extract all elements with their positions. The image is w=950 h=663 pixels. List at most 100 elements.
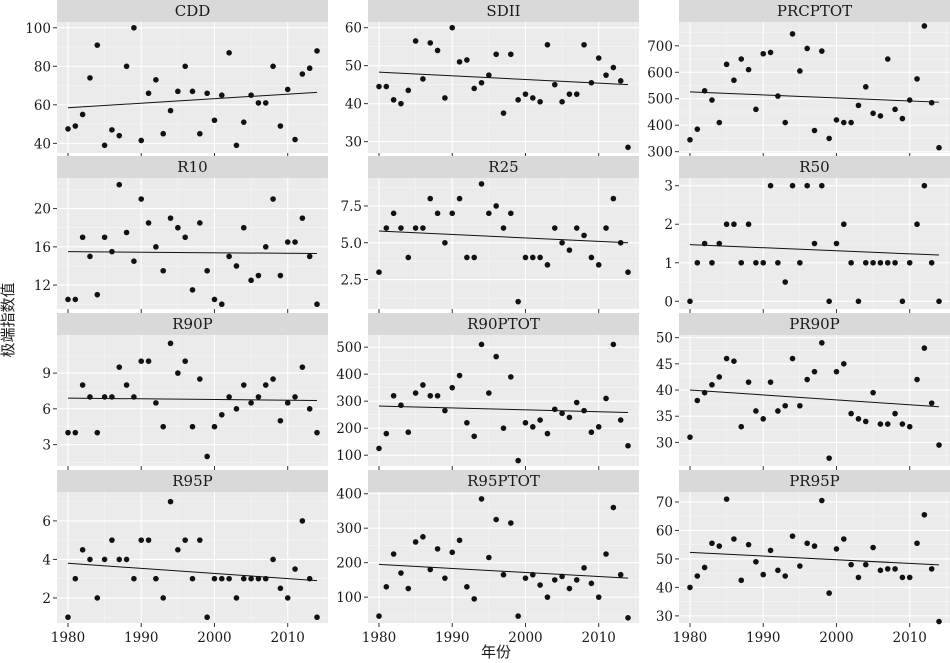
data-point bbox=[464, 584, 470, 590]
trend-line bbox=[689, 244, 940, 256]
data-point bbox=[427, 195, 434, 202]
data-point bbox=[819, 340, 825, 346]
data-point bbox=[398, 570, 404, 576]
data-point bbox=[153, 575, 159, 582]
y-tick-label: 30 bbox=[656, 435, 673, 451]
y-tick-label: 50 bbox=[656, 331, 673, 347]
data-point bbox=[123, 63, 130, 70]
y-tick-label: 40 bbox=[656, 580, 673, 596]
data-point bbox=[182, 234, 188, 241]
data-point bbox=[211, 575, 218, 582]
data-point bbox=[449, 24, 456, 31]
data-point bbox=[72, 575, 79, 582]
data-point bbox=[515, 298, 521, 305]
data-point bbox=[138, 196, 145, 202]
data-point bbox=[160, 267, 167, 274]
data-point bbox=[292, 239, 298, 245]
panel-title: SDII bbox=[486, 2, 520, 20]
data-point bbox=[928, 259, 935, 266]
data-point bbox=[855, 102, 862, 109]
data-point bbox=[306, 575, 313, 582]
data-point bbox=[486, 210, 492, 217]
data-point bbox=[723, 61, 730, 68]
data-point bbox=[811, 240, 818, 247]
data-point bbox=[877, 259, 884, 266]
panel-background bbox=[679, 492, 950, 623]
y-tick-label: 300 bbox=[336, 394, 362, 410]
data-point bbox=[299, 71, 306, 77]
y-tick-label: 2 bbox=[42, 591, 51, 607]
data-point bbox=[478, 79, 485, 86]
data-point bbox=[610, 195, 617, 202]
data-point bbox=[760, 259, 767, 266]
data-point bbox=[420, 382, 426, 388]
data-point bbox=[559, 573, 565, 580]
data-point bbox=[617, 78, 624, 84]
data-point bbox=[694, 126, 701, 132]
y-tick-label: 45 bbox=[656, 357, 673, 373]
panel-strip bbox=[679, 313, 950, 335]
data-point bbox=[603, 395, 609, 402]
data-point bbox=[738, 56, 745, 62]
data-point bbox=[687, 136, 693, 143]
data-point bbox=[617, 239, 624, 246]
data-point bbox=[610, 504, 617, 511]
panel-prcptot: PRCPTOT 300 400 500 600 700 bbox=[647, 0, 950, 161]
y-tick-label: 6 bbox=[42, 514, 51, 530]
data-point bbox=[412, 539, 419, 545]
data-point bbox=[848, 259, 854, 266]
data-point bbox=[559, 98, 565, 105]
data-point bbox=[284, 239, 291, 245]
y-tick-label: 40 bbox=[345, 97, 362, 113]
data-point bbox=[723, 355, 730, 362]
y-tick-label: 40 bbox=[656, 383, 673, 399]
data-point bbox=[197, 376, 203, 382]
y-tick-label: 30 bbox=[345, 135, 362, 151]
data-point bbox=[204, 614, 210, 621]
data-point bbox=[420, 534, 426, 540]
y-tick-label: 80 bbox=[34, 59, 51, 75]
data-point bbox=[262, 575, 269, 582]
x-tick-label: 2010 bbox=[271, 630, 305, 646]
data-point bbox=[625, 442, 631, 449]
data-point bbox=[840, 536, 847, 542]
data-point bbox=[906, 97, 913, 103]
data-point bbox=[478, 341, 485, 348]
y-tick-label: 3 bbox=[42, 438, 51, 454]
panel-r25: R25 2.5 5.0 7.5 bbox=[341, 156, 639, 313]
data-point bbox=[398, 225, 404, 231]
y-tick-label: 3 bbox=[664, 179, 673, 195]
data-point bbox=[833, 546, 840, 552]
data-point bbox=[551, 406, 558, 413]
data-point bbox=[529, 95, 536, 101]
data-point bbox=[833, 117, 840, 123]
panel-strip bbox=[57, 470, 328, 492]
data-point bbox=[775, 259, 781, 266]
data-point bbox=[116, 181, 123, 188]
data-point bbox=[833, 368, 840, 375]
data-point bbox=[87, 253, 93, 260]
data-point bbox=[94, 291, 101, 298]
data-point bbox=[921, 345, 928, 351]
data-point bbox=[716, 119, 723, 126]
data-point bbox=[731, 221, 737, 228]
y-tick-label: 500 bbox=[647, 92, 673, 108]
y-tick-label: 60 bbox=[656, 523, 673, 539]
data-point bbox=[277, 585, 284, 592]
data-point bbox=[471, 85, 478, 92]
panel-background bbox=[368, 22, 639, 153]
x-tick-label: 2010 bbox=[893, 630, 927, 646]
data-point bbox=[603, 551, 609, 557]
data-point bbox=[529, 571, 536, 578]
data-point bbox=[292, 136, 298, 143]
data-point bbox=[160, 423, 167, 430]
data-point bbox=[434, 392, 441, 399]
data-point bbox=[262, 382, 269, 388]
data-point bbox=[145, 90, 152, 97]
data-point bbox=[79, 111, 86, 118]
data-point bbox=[544, 262, 551, 268]
y-tick-label: 60 bbox=[34, 98, 51, 114]
trend-line bbox=[378, 563, 629, 579]
data-point bbox=[588, 580, 595, 587]
